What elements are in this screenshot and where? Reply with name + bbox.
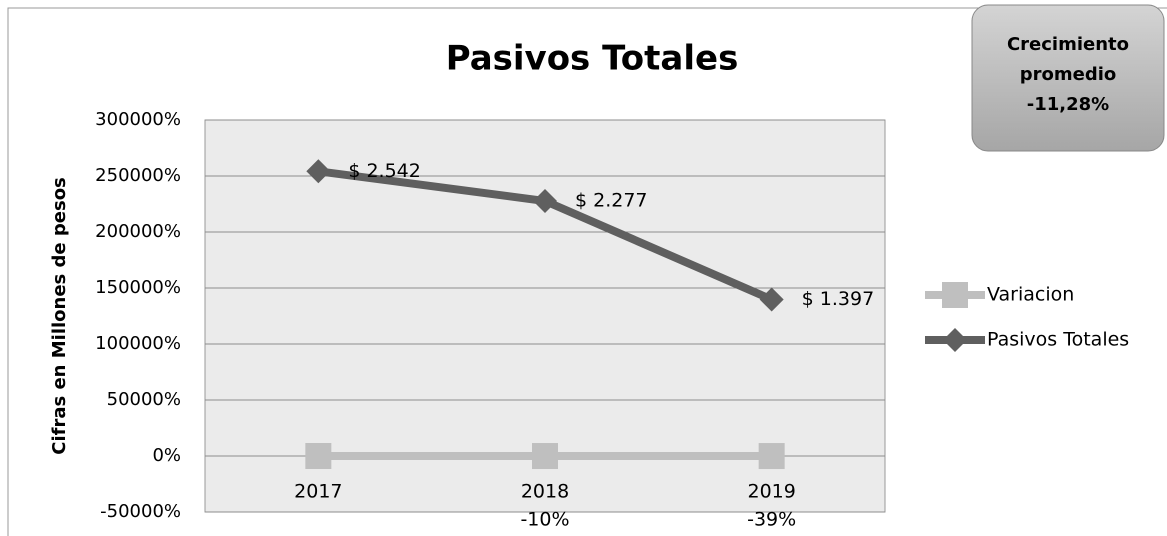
data-label: $ 1.397 bbox=[802, 288, 875, 310]
y-tick-label: 250000% bbox=[95, 165, 181, 186]
annotation: Crecimiento promedio -11,28% bbox=[1007, 34, 1129, 115]
y-tick-label: 100000% bbox=[95, 333, 181, 354]
data-label: $ 2.277 bbox=[575, 189, 648, 211]
annotation-text: -11,28% bbox=[1027, 94, 1109, 115]
marker bbox=[532, 443, 558, 470]
y-tick-label: -50000% bbox=[100, 501, 181, 522]
x-tick-label: 2018 bbox=[521, 481, 569, 503]
marker bbox=[306, 159, 331, 184]
data-label: $ 2.542 bbox=[348, 160, 421, 182]
data-label: -39% bbox=[747, 509, 796, 531]
legend-label: Pasivos Totales bbox=[987, 329, 1129, 351]
data-label: -10% bbox=[520, 509, 569, 531]
legend-label: Variacion bbox=[987, 284, 1074, 306]
chart-title: Pasivos Totales bbox=[446, 39, 739, 79]
chart-frame bbox=[7, 7, 1167, 536]
annotation-text: promedio bbox=[1020, 64, 1117, 85]
y-tick-label: 300000% bbox=[95, 109, 181, 130]
marker bbox=[942, 282, 968, 308]
y-tick-label: 200000% bbox=[95, 221, 181, 242]
x-tick-label: 2019 bbox=[747, 481, 795, 503]
y-tick-label: 150000% bbox=[95, 277, 181, 298]
y-tick-label: 50000% bbox=[107, 389, 181, 410]
marker bbox=[533, 188, 557, 213]
marker bbox=[943, 328, 967, 352]
y-axis-label: Cifras en Millones de pesos bbox=[49, 177, 70, 455]
annotation-text: Crecimiento bbox=[1007, 34, 1129, 55]
marker bbox=[305, 443, 332, 469]
y-tick-label: 0% bbox=[152, 445, 181, 466]
annotation-box bbox=[971, 4, 1165, 152]
marker bbox=[758, 443, 785, 470]
marker bbox=[759, 287, 784, 312]
x-tick-label: 2017 bbox=[294, 481, 342, 503]
